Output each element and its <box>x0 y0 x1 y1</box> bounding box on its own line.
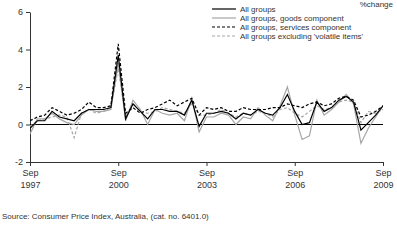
legend-label: All groups excluding 'volatile items' <box>240 32 364 41</box>
source: Source: Consumer Price Index, Australia,… <box>2 212 209 221</box>
y-tick: 6 <box>18 7 30 17</box>
x-tick-label: Sep 1997 <box>20 168 40 190</box>
x-tick-label-part: 2003 <box>197 180 217 190</box>
y-tick-mark <box>26 12 30 13</box>
x-tick: Sep 2003 <box>197 162 217 190</box>
y-axis: -2 0 2 4 6 <box>15 7 31 167</box>
x-tick: Sep 2009 <box>373 162 393 190</box>
x-tick: Sep 1997 <box>20 162 40 190</box>
y-tick-label: 6 <box>18 7 23 17</box>
y-tick: 2 <box>18 82 30 92</box>
x-tick-label-part: 2009 <box>373 180 393 190</box>
y-tick-label: 2 <box>18 82 23 92</box>
x-tick-mark <box>30 162 31 166</box>
series-line <box>30 68 383 137</box>
series-line <box>30 55 383 130</box>
x-tick-label-part: Sep <box>199 168 215 178</box>
y-tick-mark <box>26 87 30 88</box>
y-tick-label: -2 <box>15 157 23 167</box>
y-tick: -2 <box>15 157 30 167</box>
x-tick-label: Sep 2003 <box>197 168 217 190</box>
series-line <box>30 44 383 121</box>
x-tick: Sep 2000 <box>109 162 129 190</box>
legend-swatch <box>212 35 236 36</box>
x-tick-label-part: 2006 <box>285 180 305 190</box>
x-tick-mark <box>118 162 119 166</box>
x-tick-label: Sep 2000 <box>109 168 129 190</box>
y-axis-line <box>30 13 31 163</box>
x-tick-label-part: 1997 <box>20 180 40 190</box>
x-tick-mark <box>207 162 208 166</box>
x-tick-label-part: 2000 <box>109 180 129 190</box>
x-tick-mark <box>383 162 384 166</box>
x-tick-label-part: Sep <box>111 168 127 178</box>
legend: All groupsAll groups, goods componentAll… <box>212 5 364 41</box>
legend-swatch <box>212 8 236 9</box>
legend-swatch <box>212 17 236 18</box>
x-tick: Sep 2006 <box>285 162 305 190</box>
y-tick: 0 <box>18 120 30 130</box>
zero-line <box>30 124 383 125</box>
legend-swatch <box>212 26 236 27</box>
x-tick-label-part: Sep <box>375 168 391 178</box>
y-tick-mark <box>26 125 30 126</box>
legend-label: All groups, services component <box>240 23 352 32</box>
y-tick-label: 0 <box>18 120 23 130</box>
x-tick-mark <box>295 162 296 166</box>
y-axis-title: %change <box>360 0 394 9</box>
series-line <box>30 63 383 144</box>
legend-label: All groups, goods component <box>240 14 344 23</box>
legend-label: All groups <box>240 5 276 14</box>
y-tick-mark <box>26 50 30 51</box>
y-tick: 4 <box>18 45 30 55</box>
x-tick-label: Sep 2009 <box>373 168 393 190</box>
x-axis: Sep 1997 Sep 2000 Sep 2003 Sep 2006 Sep 2009 <box>20 162 393 190</box>
x-tick-label: Sep 2006 <box>285 168 305 190</box>
y-tick-label: 4 <box>18 45 23 55</box>
x-tick-label-part: Sep <box>22 168 38 178</box>
plot-area <box>30 44 383 143</box>
x-tick-label-part: Sep <box>287 168 303 178</box>
y-tick-mark <box>26 162 30 163</box>
chart: -2 0 2 4 6 Sep 1997 Sep 2000 Sep 2003 Sep 2006 Sep 200… <box>0 0 397 227</box>
